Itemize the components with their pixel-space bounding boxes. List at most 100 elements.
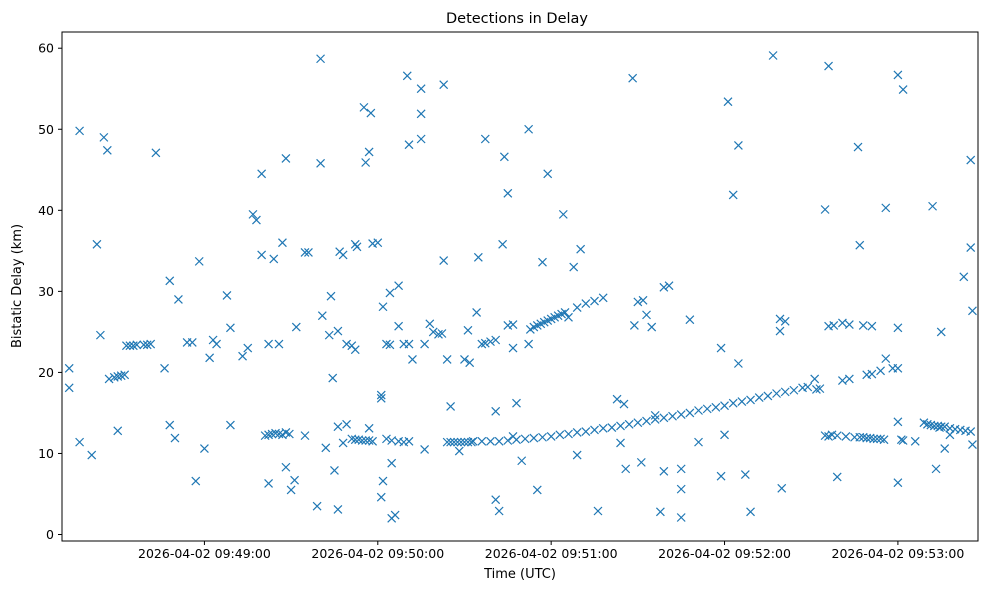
data-point [95,330,105,340]
data-point [75,437,85,447]
data-point [558,209,568,219]
data-point [876,366,885,376]
data-point [64,363,74,373]
data-point [811,385,821,394]
data-point [316,54,326,64]
data-point [642,416,651,426]
y-axis-label: Bistatic Delay (km) [10,224,25,348]
data-point [446,402,456,411]
data-point [740,470,750,479]
data-point [685,315,695,325]
data-point [281,462,291,472]
data-point [720,430,729,440]
data-point [532,485,542,495]
data-point [404,436,414,446]
data-point [619,399,629,409]
data-point [442,437,452,447]
data-point [491,406,501,416]
x-tick-label: 2026-04-02 09:52:00 [658,546,791,561]
data-point [317,311,327,321]
data-point [517,456,527,466]
data-point [366,108,376,118]
data-point [472,308,482,317]
data-point [893,478,903,488]
data-point [264,479,273,488]
data-point [326,291,336,301]
data-point [841,432,851,441]
data-point [508,432,518,441]
data-point [668,411,677,421]
data-point [598,423,608,433]
data-point [194,256,204,266]
data-point [477,436,487,446]
data-point [428,327,438,337]
data-point [333,504,343,514]
data-point [300,248,310,257]
data-point [257,250,267,260]
data-point [300,431,310,441]
data-point [503,188,513,198]
data-point [560,308,570,317]
data-point [855,240,865,250]
data-point [486,436,495,446]
data-point [187,338,197,347]
data-point [616,438,625,448]
data-point [439,80,449,90]
data-point [281,154,291,163]
data-point [590,425,599,435]
data-point [772,389,781,398]
data-point [624,419,634,429]
data-point [460,437,469,447]
y-tick-label: 10 [38,446,54,461]
data-point [633,418,643,428]
data-point [508,343,518,353]
data-point [733,141,743,150]
data-point [191,476,201,486]
data-point [160,363,169,373]
data-point [676,410,686,419]
data-point [142,340,152,350]
data-point [420,444,430,454]
data-point [385,288,395,298]
data-point [581,299,591,308]
data-point [324,330,334,340]
data-point [893,417,903,427]
data-point [538,432,547,442]
data-point [473,252,483,262]
data-point [838,318,847,328]
data-point [416,109,426,119]
y-axis: 0 10 20 30 40 50 60 [38,41,62,542]
data-point [113,426,123,436]
data-point [64,383,74,393]
data-point [404,140,414,150]
data-points [64,51,977,523]
data-point [733,359,743,368]
y-tick-label: 60 [38,41,54,56]
data-point [959,272,969,282]
data-point [858,320,868,330]
data-point [333,422,343,432]
data-point [408,355,417,364]
data-point [385,340,395,350]
data-point [446,437,456,447]
data-point [598,293,608,303]
data-point [737,397,747,407]
data-point [876,434,885,444]
data-point [390,510,400,520]
data-point [520,434,530,444]
data-point [359,102,369,112]
data-point [466,437,476,447]
data-point [869,434,879,444]
data-point [330,466,339,475]
y-tick-label: 20 [38,365,54,380]
data-point [789,385,799,395]
data-point [494,506,504,516]
data-point [132,340,142,350]
data-point [664,281,674,291]
data-point [92,239,102,249]
chart-title: Detections in Delay [446,11,588,27]
data-point [269,254,279,264]
data-point [867,369,877,379]
data-point [564,429,573,439]
data-point [434,329,443,339]
